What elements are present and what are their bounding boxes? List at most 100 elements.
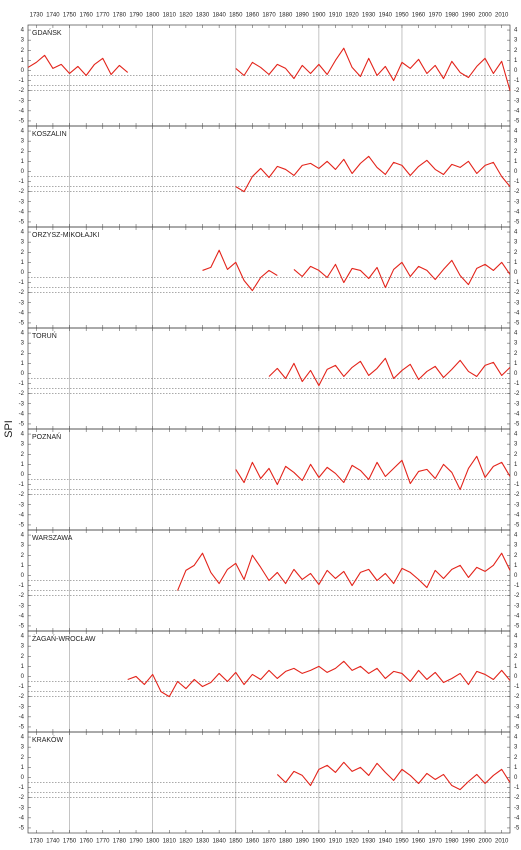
x-tick-label: 1930: [362, 839, 376, 845]
y-tick-label: -5: [19, 826, 25, 832]
y-tick-label: -2: [514, 694, 520, 700]
y-tick-label: -1: [19, 684, 25, 690]
y-tick-label: 2: [514, 553, 518, 559]
x-tick-label: 1860: [246, 839, 260, 845]
y-tick-label: 1: [514, 58, 518, 64]
y-tick-label: 4: [21, 129, 25, 135]
y-tick-label: -4: [19, 512, 25, 518]
x-tick-label: 1830: [196, 13, 210, 19]
series-line: [268, 357, 511, 387]
y-tick-label: -3: [19, 603, 25, 609]
y-tick-label: 0: [514, 472, 518, 478]
y-tick-label: -1: [19, 583, 25, 589]
y-tick-label: 2: [514, 48, 518, 54]
y-tick-label: 2: [514, 755, 518, 761]
y-tick-label: -5: [514, 523, 520, 529]
x-tick-label: 1920: [345, 13, 359, 19]
y-tick-label: -1: [19, 179, 25, 185]
y-tick-label: 0: [514, 371, 518, 377]
y-tick-label: -3: [514, 300, 520, 306]
y-tick-label: 1: [514, 462, 518, 468]
y-tick-label: 2: [514, 250, 518, 256]
station-name: WARSZAWA: [32, 535, 73, 542]
y-tick-label: -4: [19, 411, 25, 417]
y-tick-label: 2: [21, 755, 25, 761]
x-tick-label: 1790: [129, 839, 143, 845]
y-tick-label: 3: [21, 644, 25, 650]
y-tick-label: 1: [21, 765, 25, 771]
x-tick-label: 1730: [30, 839, 44, 845]
y-tick-label: 3: [514, 341, 518, 347]
y-tick-label: -4: [514, 613, 520, 619]
y-tick-label: -2: [19, 189, 25, 195]
y-tick-label: 0: [21, 472, 25, 478]
y-tick-label: -2: [514, 88, 520, 94]
y-tick-label: -4: [19, 815, 25, 821]
y-tick-label: -5: [19, 523, 25, 529]
y-tick-label: -3: [514, 502, 520, 508]
x-tick-label: 1900: [312, 839, 326, 845]
y-tick-label: 4: [21, 634, 25, 640]
y-tick-label: 4: [21, 735, 25, 741]
station-name: ŻAGAŃ-WROCŁAW: [32, 634, 96, 643]
y-tick-label: -2: [19, 694, 25, 700]
y-tick-label: -4: [19, 108, 25, 114]
y-tick-label: 3: [514, 442, 518, 448]
series-line: [235, 155, 511, 193]
y-tick-label: 2: [514, 654, 518, 660]
y-tick-label: 2: [21, 48, 25, 54]
x-tick-label: 1750: [63, 839, 77, 845]
y-tick-label: 2: [21, 351, 25, 357]
y-tick-label: 4: [514, 533, 518, 539]
y-tick-label: 2: [514, 351, 518, 357]
y-tick-label: 3: [21, 745, 25, 751]
x-tick-label: 1870: [262, 839, 276, 845]
x-tick-label: 1950: [395, 839, 409, 845]
y-tick-label: -3: [19, 805, 25, 811]
y-tick-label: 0: [514, 573, 518, 579]
x-tick-label: 1840: [212, 839, 226, 845]
x-tick-label: 1740: [46, 839, 60, 845]
x-tick-label: 1900: [312, 13, 326, 19]
y-tick-label: -3: [19, 401, 25, 407]
y-tick-label: -1: [514, 78, 520, 84]
x-tick-label: 1810: [163, 839, 177, 845]
x-tick-label: 1890: [296, 13, 310, 19]
x-tick-label: 1780: [113, 839, 127, 845]
y-tick-label: 1: [21, 361, 25, 367]
x-tick-label: 1890: [296, 839, 310, 845]
y-tick-label: 0: [514, 674, 518, 680]
station-name: GDAŃSK: [32, 28, 62, 37]
y-tick-label: 4: [514, 432, 518, 438]
y-tick-label: -5: [19, 321, 25, 327]
y-tick-label: 3: [514, 240, 518, 246]
station-name: ORZYSZ-MIKOŁAJKI: [32, 232, 99, 239]
y-tick-label: -1: [19, 482, 25, 488]
y-tick-label: -3: [514, 401, 520, 407]
x-tick-label: 1980: [445, 839, 459, 845]
y-tick-label: -2: [19, 492, 25, 498]
y-tick-label: 3: [21, 139, 25, 145]
x-tick-label: 1970: [429, 13, 443, 19]
y-tick-label: 4: [514, 735, 518, 741]
station-name: KRAKÓW: [32, 735, 64, 744]
y-tick-label: -2: [19, 88, 25, 94]
y-tick-label: 0: [21, 371, 25, 377]
series-line: [27, 47, 511, 91]
y-tick-label: 3: [21, 341, 25, 347]
y-tick-label: 3: [21, 543, 25, 549]
y-tick-label: 2: [21, 452, 25, 458]
x-tick-label: 1850: [229, 13, 243, 19]
x-tick-label: 1960: [412, 839, 426, 845]
y-tick-label: -1: [19, 381, 25, 387]
y-tick-label: 2: [514, 452, 518, 458]
y-tick-label: -3: [514, 805, 520, 811]
y-tick-label: 4: [21, 331, 25, 337]
y-tick-label: 2: [514, 149, 518, 155]
y-tick-label: 3: [21, 38, 25, 44]
y-tick-label: -4: [514, 310, 520, 316]
y-tick-label: -1: [514, 381, 520, 387]
y-tick-label: 1: [514, 159, 518, 165]
x-tick-label: 1990: [462, 13, 476, 19]
